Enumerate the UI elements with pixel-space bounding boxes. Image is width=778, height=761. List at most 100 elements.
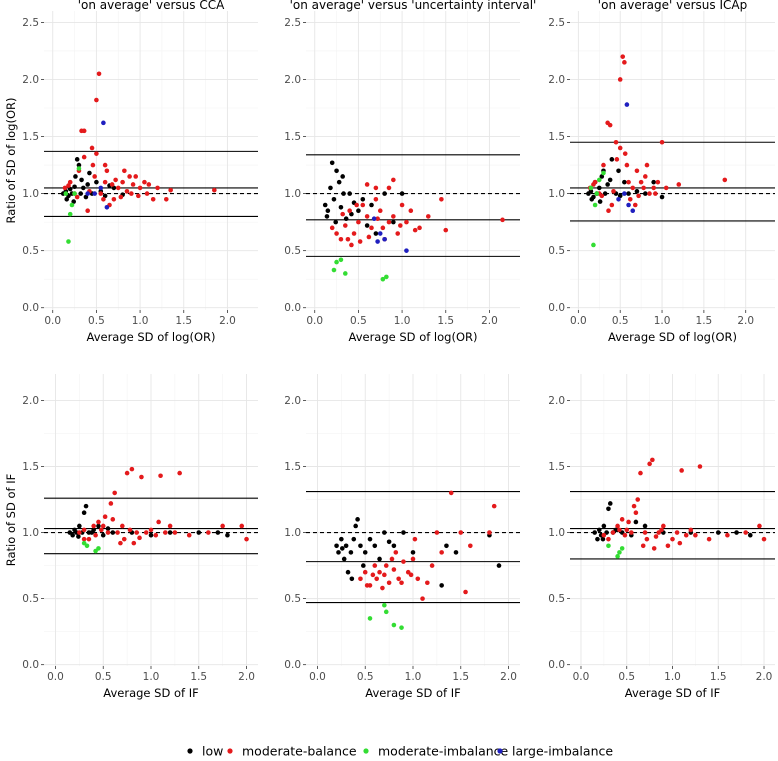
x-tick-label: 1.0: [664, 671, 681, 683]
data-point-moderate-balance: [362, 569, 368, 575]
data-point-low: [592, 530, 598, 535]
data-point-moderate-balance: [624, 527, 630, 533]
data-point-moderate-imbalance: [380, 276, 386, 282]
data-point-moderate-balance: [629, 530, 634, 535]
data-point-low: [410, 550, 416, 555]
data-point-low: [391, 219, 396, 225]
data-point-low: [349, 211, 354, 217]
data-point-low: [345, 569, 351, 575]
data-point-low: [361, 563, 366, 568]
data-point-moderate-balance: [124, 189, 130, 194]
data-point-moderate-balance: [395, 231, 401, 236]
data-point-large-imbalance: [92, 191, 97, 196]
data-point-moderate-balance: [386, 185, 392, 191]
data-point-moderate-balance: [377, 208, 383, 214]
y-tick-label: 2.5: [22, 17, 39, 29]
series-moderate-balance: [77, 466, 249, 546]
data-point-low: [391, 543, 397, 549]
data-point-moderate-imbalance: [96, 546, 101, 551]
data-point-moderate-balance: [153, 532, 159, 538]
data-point-low: [372, 543, 378, 549]
data-point-large-imbalance: [101, 120, 106, 126]
data-point-low: [444, 543, 449, 549]
y-tick-label: 1.0: [548, 188, 565, 200]
data-point-moderate-imbalance: [617, 550, 622, 555]
data-point-low: [607, 501, 613, 506]
y-tick-label: 2.5: [548, 17, 565, 29]
data-point-low: [341, 191, 346, 196]
series-moderate-balance: [601, 457, 767, 551]
data-point-low: [338, 204, 344, 210]
x-tick-label: 0.5: [357, 671, 374, 683]
y-tick-label: 1.0: [284, 188, 301, 200]
data-point-low: [336, 550, 341, 555]
y-tick-label: 1.0: [548, 527, 565, 539]
x-tick-label: 0.5: [88, 315, 105, 327]
data-point-moderate-balance: [677, 540, 683, 546]
data-point-moderate-imbalance: [399, 625, 404, 630]
x-tick-label: 1.5: [710, 671, 727, 683]
data-point-moderate-balance: [632, 202, 638, 208]
data-point-moderate-imbalance: [619, 546, 625, 551]
data-point-moderate-balance: [591, 182, 596, 187]
data-point-moderate-balance: [655, 179, 661, 185]
data-point-low: [148, 532, 154, 538]
legend-marker-large-imbalance: [497, 748, 503, 754]
data-point-large-imbalance: [382, 236, 387, 242]
data-point-moderate-balance: [631, 503, 637, 509]
data-point-low: [595, 536, 600, 542]
data-point-low: [606, 506, 611, 512]
data-point-moderate-imbalance: [594, 191, 600, 196]
data-point-low: [77, 523, 82, 529]
data-point-moderate-balance: [99, 527, 104, 533]
y-tick-label: 2.0: [284, 74, 301, 86]
data-point-moderate-balance: [133, 174, 139, 179]
data-point-moderate-balance: [412, 536, 418, 542]
data-point-moderate-balance: [606, 536, 611, 542]
data-point-moderate-balance: [148, 527, 154, 533]
y-tick-label: 1.5: [22, 461, 39, 473]
data-point-moderate-imbalance: [592, 202, 598, 208]
data-point-moderate-balance: [155, 185, 160, 191]
data-point-moderate-balance: [665, 543, 671, 549]
data-point-low: [589, 197, 595, 202]
data-point-low: [83, 194, 89, 200]
data-point-low: [85, 182, 90, 187]
data-point-low: [601, 523, 607, 529]
data-point-low: [356, 208, 361, 214]
data-point-moderate-balance: [113, 177, 118, 183]
y-tick-label: 1.0: [284, 527, 301, 539]
data-point-low: [599, 174, 605, 179]
data-point-moderate-balance: [364, 182, 370, 187]
data-point-low: [496, 563, 502, 568]
data-point-moderate-balance: [640, 543, 646, 549]
y-tick-label: 0.5: [22, 593, 39, 605]
legend-marker-moderate-balance: [227, 748, 233, 754]
data-point-moderate-balance: [77, 530, 82, 535]
data-point-low: [102, 193, 108, 199]
panel-5: 0.0 0.5 1.0 1.5 2.0 0.0 0.5 1.0 1.5 2.0 Average SD…: [284, 374, 520, 700]
data-point-moderate-balance: [386, 580, 392, 586]
data-point-moderate-balance: [420, 596, 425, 601]
y-tick-label: 1.0: [22, 527, 39, 539]
data-point-low: [339, 536, 344, 542]
data-point-moderate-balance: [81, 536, 87, 542]
legend-item-moderate-balance: moderate-balance: [227, 744, 357, 759]
data-point-moderate-balance: [757, 523, 762, 529]
x-tick-label: 0.0: [570, 315, 587, 327]
x-tick-label: 1.0: [654, 315, 671, 327]
data-point-moderate-balance: [676, 182, 682, 187]
data-point-moderate-balance: [487, 530, 492, 535]
series-moderate-imbalance: [367, 602, 404, 630]
data-point-moderate-balance: [434, 530, 440, 535]
data-point-moderate-imbalance: [72, 191, 77, 196]
data-point-moderate-balance: [693, 532, 698, 538]
data-point-moderate-imbalance: [601, 170, 606, 176]
data-point-moderate-balance: [127, 174, 132, 179]
panel-6: 0.0 0.5 1.0 1.5 2.0 0.0 0.5 1.0 1.5 2.0 Average SD…: [548, 374, 775, 700]
x-tick-label: 0.5: [95, 671, 112, 683]
data-point-moderate-balance: [377, 569, 382, 575]
data-point-low: [72, 184, 77, 190]
data-point-moderate-balance: [743, 530, 749, 535]
legend: low moderate-balance moderate-imbalance lar…: [187, 744, 613, 759]
